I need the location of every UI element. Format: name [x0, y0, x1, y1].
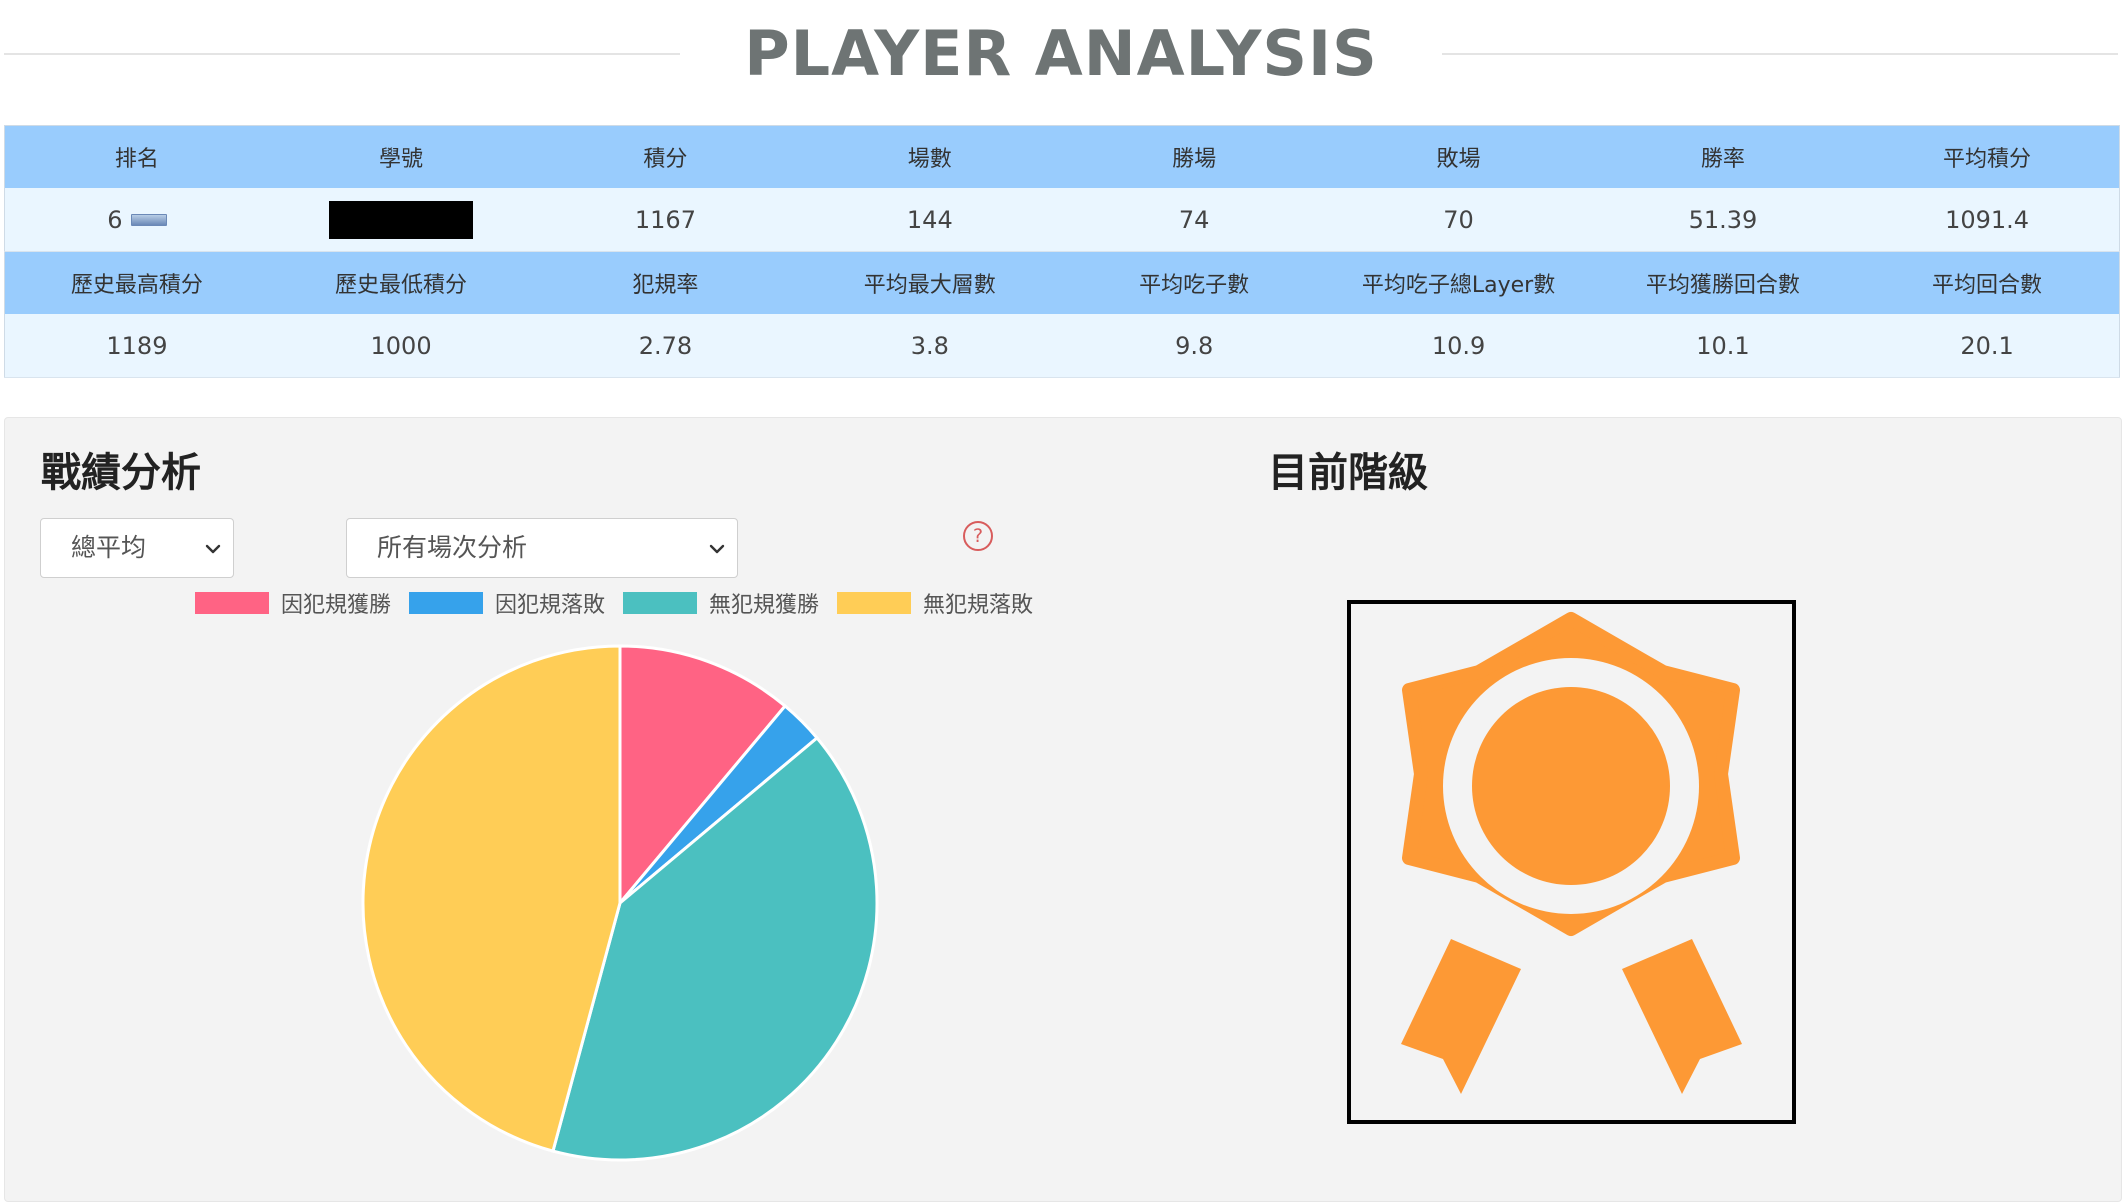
chevron-down-icon: [709, 544, 725, 554]
header-foul-rate: 犯規率: [533, 251, 798, 314]
games-value: 144: [797, 188, 1062, 252]
header-avg-points: 平均積分: [1855, 125, 2120, 188]
rank-tier-icon: [130, 213, 167, 226]
stats-value-row-2: 1189 1000 2.78 3.8 9.8 10.9 10.1 20.1: [4, 314, 2120, 378]
header-avg-rounds: 平均回合數: [1855, 251, 2120, 314]
header-losses: 敗場: [1326, 125, 1591, 188]
wins-value: 74: [1062, 188, 1327, 252]
legend-swatch: [623, 592, 698, 614]
legend-label: 無犯規獲勝: [709, 593, 820, 618]
award-ribbon-icon: [1401, 612, 1742, 1094]
pie-slice[interactable]: [618, 644, 788, 908]
header-avg-max-layers: 平均最大層數: [797, 251, 1062, 314]
header-games: 場數: [797, 125, 1062, 188]
avg-points-value: 1091.4: [1855, 188, 2120, 252]
avg-rounds-value: 20.1: [1855, 314, 2120, 378]
stats-header-row: 排名 學號 積分 場數 勝場 敗場 勝率 平均積分: [4, 125, 2120, 188]
avg-captures-value: 9.8: [1062, 314, 1327, 378]
mode-select-value: 總平均: [71, 533, 147, 562]
foul-rate-value: 2.78: [533, 314, 798, 378]
legend-label: 無犯規落敗: [923, 593, 1034, 618]
header-points: 積分: [533, 125, 798, 188]
legend-label: 因犯規獲勝: [281, 593, 392, 618]
current-rank-title: 目前階級: [1268, 450, 1428, 496]
legend-swatch: [837, 592, 912, 614]
analysis-panel: 戰績分析 總平均 所有場次分析 ? 因犯規獲勝 因犯規落敗 無犯規獲勝 無犯規落敗 目…: [4, 417, 2122, 1202]
legend-label: 因犯規落敗: [495, 593, 606, 618]
header-max-points: 歷史最高積分: [4, 251, 269, 314]
rank-cell: 6: [4, 188, 269, 252]
header-min-points: 歷史最低積分: [268, 251, 534, 314]
title-divider-right: [1442, 53, 2118, 55]
student-id-cell: [268, 188, 534, 252]
legend-item[interactable]: 無犯規落敗: [837, 587, 1033, 619]
legend-item[interactable]: 因犯規落敗: [409, 587, 605, 619]
win-rate-value: 51.39: [1590, 188, 1856, 252]
rank-value: 6: [107, 205, 123, 234]
legend-item[interactable]: 無犯規獲勝: [623, 587, 819, 619]
help-glyph: ?: [972, 525, 984, 547]
avg-max-layers-value: 3.8: [797, 314, 1062, 378]
scope-select[interactable]: 所有場次分析: [346, 518, 738, 578]
mode-select[interactable]: 總平均: [40, 518, 234, 578]
header-win-rate: 勝率: [1590, 125, 1856, 188]
min-points-value: 1000: [268, 314, 534, 378]
question-circle-icon[interactable]: ?: [963, 521, 993, 551]
page-header: PLAYER ANALYSIS: [0, 0, 2122, 110]
record-pie-chart: [361, 644, 879, 1162]
stats-header-row-2: 歷史最高積分 歷史最低積分 犯規率 平均最大層數 平均吃子數 平均吃子總Laye…: [4, 251, 2120, 314]
chevron-down-icon: [205, 544, 221, 554]
legend-item[interactable]: 因犯規獲勝: [195, 587, 391, 619]
chart-legend: 因犯規獲勝 因犯規落敗 無犯規獲勝 無犯規落敗: [195, 588, 1051, 618]
stats-value-row: 6 1167 144 74 70 51.39 1091.4: [4, 188, 2120, 252]
losses-value: 70: [1326, 188, 1591, 252]
scope-select-value: 所有場次分析: [377, 533, 528, 562]
header-avg-win-rounds: 平均獲勝回合數: [1590, 251, 1856, 314]
pie-slice[interactable]: [551, 735, 879, 1162]
points-value: 1167: [533, 188, 798, 252]
record-analysis-title: 戰績分析: [41, 450, 201, 496]
title-divider-left: [4, 53, 680, 55]
header-avg-capture-layers: 平均吃子總Layer數: [1326, 251, 1591, 314]
header-avg-captures: 平均吃子數: [1062, 251, 1327, 314]
header-student-id: 學號: [268, 125, 534, 188]
avg-capture-layers-value: 10.9: [1326, 314, 1591, 378]
rank-badge-frame: [1347, 600, 1796, 1124]
header-wins: 勝場: [1062, 125, 1327, 188]
page-title: PLAYER ANALYSIS: [744, 17, 1378, 90]
avg-win-rounds-value: 10.1: [1590, 314, 1856, 378]
max-points-value: 1189: [4, 314, 269, 378]
pie-slice[interactable]: [361, 644, 622, 1153]
player-stats-table: 排名 學號 積分 場數 勝場 敗場 勝率 平均積分 6 1167 144 74 …: [4, 125, 2120, 378]
legend-swatch: [409, 592, 484, 614]
header-rank: 排名: [4, 125, 269, 188]
redacted-student-id: [329, 200, 474, 239]
legend-swatch: [195, 592, 269, 614]
